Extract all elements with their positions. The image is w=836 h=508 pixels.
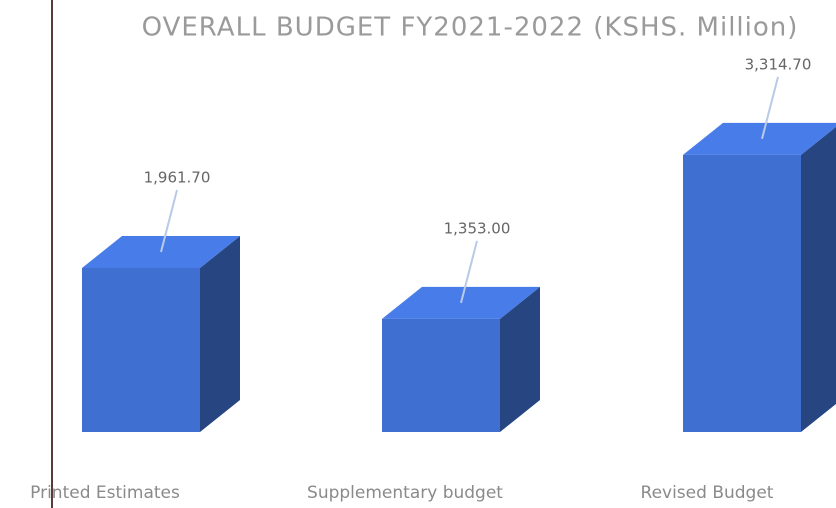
bar bbox=[382, 318, 500, 432]
x-tick-label: Revised Budget bbox=[641, 483, 774, 503]
chart-title: OVERALL BUDGET FY2021-2022 (KSHS. Millio… bbox=[142, 13, 799, 43]
bar-side bbox=[200, 236, 240, 432]
data-label: 3,314.70 bbox=[745, 55, 812, 73]
bar-top bbox=[82, 236, 240, 269]
leader-line bbox=[160, 189, 178, 253]
bar-side bbox=[500, 286, 540, 432]
bar bbox=[82, 268, 200, 432]
data-label: 1,961.70 bbox=[144, 169, 211, 187]
bar bbox=[683, 154, 801, 432]
leader-line bbox=[460, 240, 478, 304]
x-tick-label: Supplementary budget bbox=[307, 483, 503, 503]
bar-top bbox=[683, 122, 836, 155]
data-label: 1,353.00 bbox=[444, 219, 511, 237]
bar-side bbox=[801, 126, 836, 432]
x-tick-label: Printed Estimates bbox=[30, 483, 180, 503]
leader-line bbox=[761, 76, 779, 140]
